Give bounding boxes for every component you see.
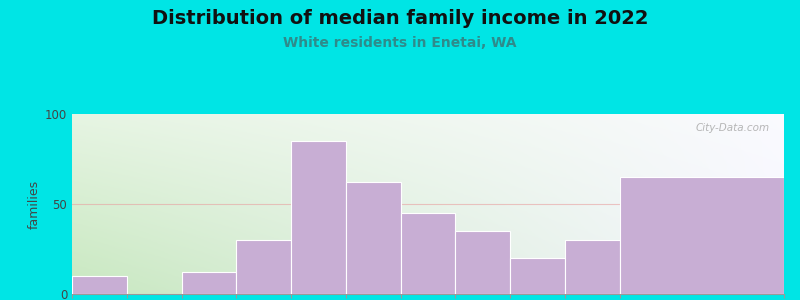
Text: City-Data.com: City-Data.com — [696, 123, 770, 133]
Bar — [565, 240, 620, 294]
Bar — [72, 276, 126, 294]
Text: White residents in Enetai, WA: White residents in Enetai, WA — [283, 36, 517, 50]
Bar — [182, 272, 236, 294]
Bar — [236, 240, 291, 294]
Bar — [455, 231, 510, 294]
Bar — [620, 177, 784, 294]
Bar — [291, 141, 346, 294]
Bar — [346, 182, 401, 294]
Bar — [401, 213, 455, 294]
Bar — [510, 258, 565, 294]
Y-axis label: families: families — [28, 179, 41, 229]
Text: Distribution of median family income in 2022: Distribution of median family income in … — [152, 9, 648, 28]
